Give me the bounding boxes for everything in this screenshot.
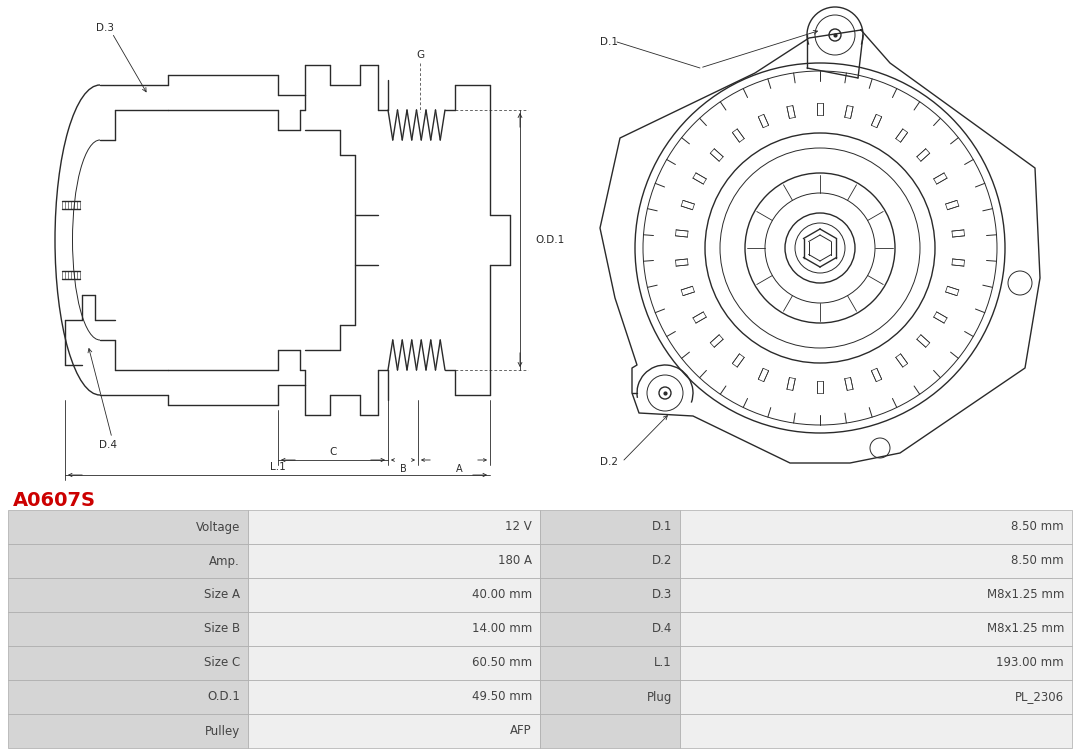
Bar xyxy=(540,544,680,578)
Text: Size B: Size B xyxy=(204,623,240,636)
Text: 8.50 mm: 8.50 mm xyxy=(1011,554,1064,568)
Bar xyxy=(540,578,680,612)
Text: D.3: D.3 xyxy=(96,23,114,33)
Text: O.D.1: O.D.1 xyxy=(207,691,240,703)
Bar xyxy=(540,680,680,714)
Bar xyxy=(680,714,1072,748)
Bar xyxy=(540,646,680,680)
Bar xyxy=(8,680,248,714)
Text: 12 V: 12 V xyxy=(505,520,532,533)
Text: A: A xyxy=(456,464,462,474)
Text: Voltage: Voltage xyxy=(195,520,240,533)
Text: Plug: Plug xyxy=(647,691,672,703)
Text: 60.50 mm: 60.50 mm xyxy=(472,657,532,669)
Bar xyxy=(680,680,1072,714)
Text: AFP: AFP xyxy=(511,724,532,737)
Bar xyxy=(248,714,540,748)
Text: D.1: D.1 xyxy=(600,37,618,47)
Bar xyxy=(248,612,540,646)
Bar xyxy=(8,510,248,544)
Text: G: G xyxy=(416,50,424,60)
Text: M8x1.25 mm: M8x1.25 mm xyxy=(987,589,1064,602)
Text: B: B xyxy=(400,464,406,474)
Bar xyxy=(680,646,1072,680)
Text: 8.50 mm: 8.50 mm xyxy=(1011,520,1064,533)
Text: D.2: D.2 xyxy=(600,457,618,467)
Bar xyxy=(540,714,680,748)
Text: D.3: D.3 xyxy=(651,589,672,602)
Text: C: C xyxy=(329,447,337,457)
Bar xyxy=(248,680,540,714)
Bar xyxy=(8,714,248,748)
Text: D.4: D.4 xyxy=(99,440,117,450)
Bar xyxy=(680,544,1072,578)
Bar xyxy=(680,578,1072,612)
Text: M8x1.25 mm: M8x1.25 mm xyxy=(987,623,1064,636)
Text: Amp.: Amp. xyxy=(210,554,240,568)
Text: PL_2306: PL_2306 xyxy=(1015,691,1064,703)
Bar xyxy=(540,612,680,646)
Bar xyxy=(8,612,248,646)
Bar xyxy=(248,578,540,612)
Bar xyxy=(8,544,248,578)
Text: L.1: L.1 xyxy=(654,657,672,669)
Bar xyxy=(248,544,540,578)
Bar xyxy=(680,612,1072,646)
Text: D.4: D.4 xyxy=(651,623,672,636)
Bar xyxy=(248,510,540,544)
Bar xyxy=(8,646,248,680)
Text: Size A: Size A xyxy=(204,589,240,602)
Bar xyxy=(680,510,1072,544)
Text: D.1: D.1 xyxy=(651,520,672,533)
Text: 180 A: 180 A xyxy=(498,554,532,568)
Text: 193.00 mm: 193.00 mm xyxy=(997,657,1064,669)
Text: 49.50 mm: 49.50 mm xyxy=(472,691,532,703)
Text: L.1: L.1 xyxy=(270,462,285,472)
Bar xyxy=(248,646,540,680)
Text: Pulley: Pulley xyxy=(205,724,240,737)
Bar xyxy=(540,510,680,544)
Text: O.D.1: O.D.1 xyxy=(535,235,564,245)
Text: 14.00 mm: 14.00 mm xyxy=(472,623,532,636)
Bar xyxy=(8,578,248,612)
Text: Size C: Size C xyxy=(204,657,240,669)
Text: D.2: D.2 xyxy=(651,554,672,568)
Text: 40.00 mm: 40.00 mm xyxy=(472,589,532,602)
Text: A0607S: A0607S xyxy=(13,490,96,510)
